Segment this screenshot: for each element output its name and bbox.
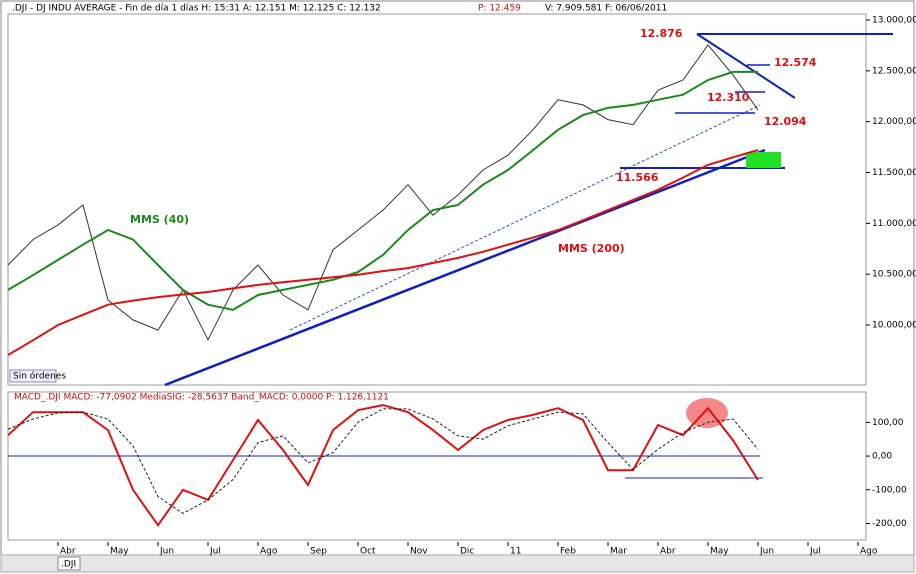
x-tick-label: Ago [860, 547, 878, 557]
x-tick-label: May [110, 547, 129, 557]
x-tick-label: Jun [759, 547, 774, 557]
target-box [746, 152, 781, 168]
y-tick-label: 13.000,00 [872, 15, 916, 25]
y-tick-label: 10.500,00 [872, 270, 916, 280]
series-line [7, 408, 759, 514]
series-line [7, 70, 758, 311]
x-tick-label: Oct [360, 547, 376, 557]
x-tick-label: Feb [560, 547, 576, 557]
highlight [686, 398, 728, 428]
status-box [9, 369, 57, 383]
series-line [7, 149, 759, 356]
status: Sin órdenes [13, 371, 66, 382]
macd-panel [7, 391, 867, 541]
level-line [696, 33, 796, 99]
y-tick-label: 0,00 [872, 452, 892, 462]
x-tick-label: Nov [410, 547, 428, 557]
series-line [7, 44, 759, 341]
x-tick-label: Ago [260, 547, 278, 557]
price-panel [7, 13, 867, 386]
x-tick-label: Sep [310, 547, 327, 557]
y-tick-label: -200,00 [872, 519, 907, 529]
y-tick-label: 11.000,00 [872, 219, 916, 229]
annotation: 12.094 [764, 115, 807, 128]
x-tick-label: Jun [159, 547, 174, 557]
series-label: MMS (40) [130, 213, 189, 226]
x-tick-label: Mar [610, 547, 627, 557]
header-price: P: 12.459 [478, 4, 521, 14]
y-tick-label: 12.500,00 [872, 66, 916, 76]
y-tick-label: 10.000,00 [872, 321, 916, 331]
macd-title: MACD_.DJI MACD: -77,0902 MediaSIG: -28,5… [14, 393, 389, 403]
x-tick-label: Dic [460, 547, 474, 557]
trend-line [164, 148, 766, 387]
y-tick-label: -100,00 [872, 485, 907, 495]
toolbar [0, 554, 915, 573]
y-tick-label: 12.000,00 [872, 117, 916, 127]
tab-label: .DJI [61, 560, 76, 570]
y-tick-label: 100,00 [872, 418, 904, 428]
header-right: V: 7.909.581 F: 06/06/2011 [545, 4, 667, 14]
trend-line [289, 104, 761, 331]
x-tick-label: Jul [809, 547, 821, 557]
x-tick-label: Abr [60, 547, 76, 557]
header: .DJI - DJ INDU AVERAGE - Fin de día 1 dí… [12, 4, 381, 14]
y-tick-label: 11.500,00 [872, 168, 916, 178]
annotation: 12.876 [640, 27, 683, 40]
x-tick-label: May [710, 547, 729, 557]
series-label: MMS (200) [558, 242, 625, 255]
x-tick-label: Abr [660, 547, 676, 557]
x-tick-label: Jul [209, 547, 221, 557]
annotation: 11.566 [616, 171, 659, 184]
annotation: 12.310 [707, 91, 750, 104]
annotation: 12.574 [774, 56, 817, 69]
series-line [7, 404, 759, 527]
x-tick-label: 11 [510, 547, 521, 557]
tab[interactable] [57, 556, 81, 571]
